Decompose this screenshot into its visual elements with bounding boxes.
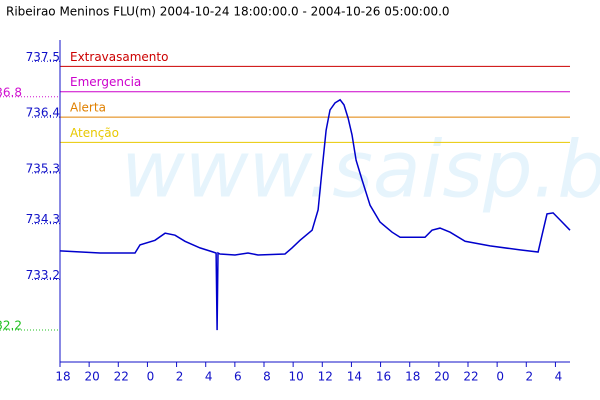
x-tick-label: 14 <box>347 370 362 384</box>
threshold-label: Emergencia <box>70 75 141 89</box>
x-tick-label: 6 <box>234 370 242 384</box>
x-tick-label: 2 <box>176 370 184 384</box>
x-tick-label: 4 <box>555 370 563 384</box>
data-line <box>59 98 571 331</box>
x-tick-label: 18 <box>405 370 420 384</box>
y-tick-label: 732.2 <box>0 319 22 333</box>
chart-title: Ribeirao Meninos FLU(m) 2004-10-24 18:00… <box>6 5 450 19</box>
x-tick-label: 8 <box>263 370 271 384</box>
x-tick-label: 4 <box>205 370 213 384</box>
threshold-label: Atenção <box>70 126 119 140</box>
threshold-label: Alerta <box>70 101 106 115</box>
watermark: www.saisp.br <box>121 125 600 215</box>
y-tick-label: 736.4 <box>26 106 60 120</box>
y-tick-label: 733.2 <box>26 268 60 282</box>
x-tick-label: 0 <box>496 370 504 384</box>
x-tick-label: 20 <box>85 370 100 384</box>
x-tick-label: 18 <box>55 370 70 384</box>
x-tick-label: 2 <box>525 370 533 384</box>
x-tick-label: 20 <box>434 370 449 384</box>
x-tick-label: 12 <box>318 370 333 384</box>
y-tick-label: 737.5 <box>26 50 60 64</box>
y-tick-label: 736.8 <box>0 85 22 99</box>
x-tick-label: 10 <box>289 370 304 384</box>
x-tick-label: 22 <box>114 370 129 384</box>
y-tick-label: 734.3 <box>26 212 60 226</box>
x-tick-label: 22 <box>463 370 478 384</box>
x-tick-label: 16 <box>376 370 391 384</box>
threshold-label: Extravasamento <box>70 50 168 64</box>
y-tick-label: 735.3 <box>26 161 60 175</box>
x-tick-label: 0 <box>147 370 155 384</box>
